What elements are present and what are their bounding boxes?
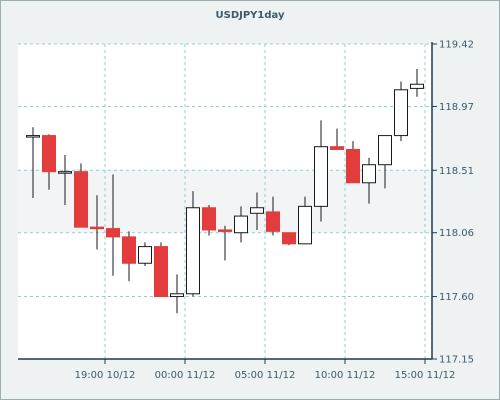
candle-body-up — [186, 207, 200, 295]
candle-body-down — [42, 135, 56, 173]
candles — [26, 68, 424, 314]
candle — [282, 232, 296, 246]
candle — [346, 141, 360, 184]
x-tick-label: 15:00 11/12 — [395, 370, 456, 381]
candle-body-down — [346, 148, 360, 184]
candle-body-down — [122, 236, 136, 264]
candle — [314, 120, 328, 222]
candle — [362, 157, 376, 204]
candle-body-down — [106, 228, 120, 238]
candle — [218, 225, 232, 261]
candle — [202, 204, 216, 236]
y-tick-label: 117.60 — [439, 292, 474, 303]
candle-body-up — [298, 205, 312, 245]
candle-body-up — [26, 135, 40, 138]
candle — [266, 196, 280, 236]
candle — [186, 191, 200, 297]
y-tick-label: 118.51 — [439, 166, 474, 177]
candle — [234, 206, 248, 243]
candle-body-down — [266, 211, 280, 232]
candle — [154, 242, 168, 298]
candle — [170, 274, 184, 314]
candle — [74, 163, 88, 228]
candle-body-up — [234, 215, 248, 234]
x-tick-label: 00:00 11/12 — [155, 370, 216, 381]
candle — [58, 155, 72, 205]
candle-body-up — [314, 146, 328, 207]
candle — [138, 242, 152, 267]
candle — [378, 135, 392, 189]
axes — [18, 42, 437, 364]
candle-body-up — [394, 89, 408, 137]
candle-body-up — [138, 246, 152, 264]
candle-body-up — [378, 135, 392, 166]
candle — [106, 174, 120, 276]
candle — [90, 195, 104, 250]
candle-body-down — [218, 229, 232, 232]
candle — [26, 127, 40, 199]
candle-body-down — [282, 232, 296, 245]
candle-body-down — [154, 246, 168, 298]
x-tick-label: 10:00 11/12 — [315, 370, 376, 381]
y-tick-label: 118.06 — [439, 228, 474, 239]
candle-body-up — [362, 164, 376, 184]
candle-body-down — [90, 226, 104, 230]
candle-body-down — [74, 171, 88, 228]
candle — [330, 128, 344, 150]
candle — [122, 231, 136, 282]
candle-body-down — [330, 146, 344, 150]
candle — [298, 196, 312, 245]
candle-body-up — [170, 293, 184, 298]
x-tick-label: 19:00 10/12 — [75, 370, 136, 381]
y-axis-tick-labels: 119.42 118.97 118.51 118.06 117.60 117.15 — [439, 40, 474, 366]
candle — [410, 68, 424, 97]
y-tick-label: 119.42 — [439, 40, 474, 51]
candle-body-up — [250, 207, 264, 214]
candle — [250, 192, 264, 230]
y-tick-label: 117.15 — [439, 355, 474, 366]
chart-title: USDJPY1day — [215, 10, 285, 21]
candle-body-up — [58, 171, 72, 174]
x-tick-label: 05:00 11/12 — [235, 370, 296, 381]
candle — [394, 81, 408, 142]
y-tick-label: 118.97 — [439, 102, 474, 113]
candle-body-up — [410, 83, 424, 89]
candle — [42, 134, 56, 190]
x-axis-tick-labels: 19:00 10/12 00:00 11/12 05:00 11/12 10:00 1… — [75, 370, 456, 381]
candle-body-down — [202, 207, 216, 231]
